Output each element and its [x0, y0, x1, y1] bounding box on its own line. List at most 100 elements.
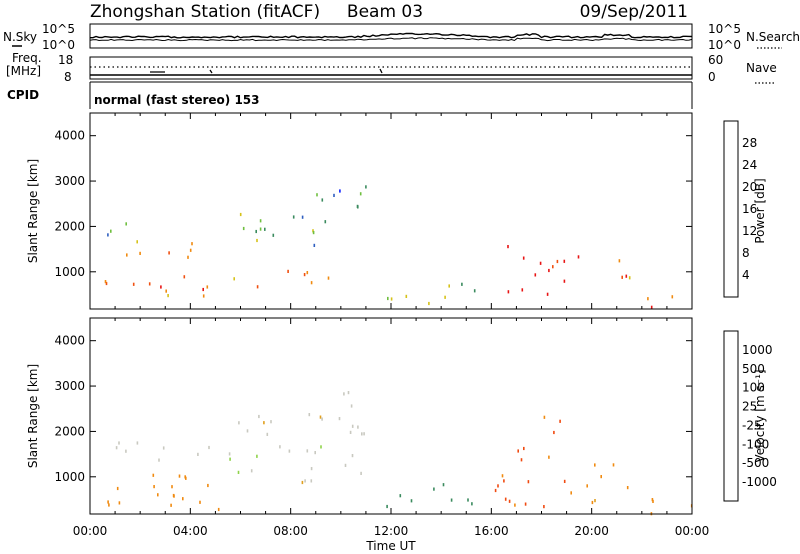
data-cell	[126, 253, 128, 257]
data-cell	[320, 445, 322, 449]
noise-panel: N.Sky 10^5 10^0 10^5 10^0 N.Search	[3, 22, 800, 52]
data-cell	[390, 297, 393, 301]
data-cell	[270, 420, 272, 424]
data-cell	[191, 242, 193, 246]
data-cell	[652, 499, 654, 503]
data-cell	[350, 404, 353, 408]
data-cell	[448, 284, 450, 288]
data-cell	[625, 274, 628, 278]
data-cell	[171, 485, 173, 489]
data-cell	[524, 502, 527, 506]
data-cell	[577, 255, 580, 259]
data-cell	[508, 499, 511, 503]
data-cell	[594, 499, 596, 503]
data-cell	[229, 457, 231, 461]
data-cell	[461, 282, 463, 286]
data-cell	[327, 276, 330, 280]
data-cell	[347, 391, 350, 395]
velocity-colorbar-tick: 100	[742, 381, 765, 395]
data-cell	[256, 238, 258, 243]
data-cell	[467, 498, 469, 502]
data-cell	[116, 486, 119, 491]
data-cell	[168, 251, 170, 255]
data-cell	[199, 500, 201, 504]
power-panel: 1000 2000 3000 4000 Slant Range [km] 4 8 12 16…	[26, 112, 767, 310]
noise-right-tick-high: 10^5	[708, 22, 741, 36]
power-colorbar-tick: 8	[742, 246, 750, 260]
data-cell	[628, 276, 631, 280]
data-cell	[523, 446, 525, 451]
data-cell	[183, 275, 186, 279]
data-cell	[351, 454, 354, 458]
data-cell	[312, 231, 315, 235]
data-cell	[173, 494, 175, 498]
x-tick-label: 00:00	[675, 524, 710, 538]
data-cell	[312, 229, 314, 233]
data-cell	[671, 295, 674, 299]
data-cell	[552, 265, 554, 269]
time-axis-label: Time UT	[365, 539, 416, 553]
data-cell	[108, 503, 110, 507]
data-cell	[306, 271, 309, 275]
station-title: Zhongshan Station (fitACF)	[90, 2, 320, 22]
data-cell	[343, 392, 345, 396]
nave-tick-low: 0	[708, 70, 716, 84]
data-cell	[563, 279, 566, 283]
y-tick-label: 2000	[54, 219, 85, 233]
data-cell	[259, 227, 262, 231]
data-cell	[263, 421, 265, 425]
data-cell	[359, 192, 362, 196]
data-cell	[242, 226, 245, 231]
x-tick-label: 12:00	[374, 524, 409, 538]
data-cell	[259, 219, 262, 223]
power-colorbar-tick: 24	[742, 158, 757, 172]
data-cell	[351, 424, 354, 428]
data-cell	[157, 493, 159, 497]
data-cell	[170, 503, 172, 507]
data-cell	[160, 285, 162, 289]
data-cell	[360, 471, 362, 475]
data-cell	[559, 419, 561, 423]
data-cell	[361, 432, 363, 436]
data-cell	[321, 198, 324, 202]
data-cell	[178, 474, 181, 478]
velocity-colorbar-tick: -100	[742, 437, 769, 451]
data-cell	[520, 458, 523, 462]
data-cell	[387, 296, 389, 301]
data-cell	[450, 498, 453, 502]
data-cell	[586, 484, 588, 488]
velocity-colorbar-label: Velocity [m s⁻¹]	[753, 369, 767, 462]
data-cell	[357, 425, 359, 429]
data-cell	[618, 259, 621, 263]
noise-search-label: N.Search	[746, 30, 800, 44]
data-cell	[189, 248, 192, 252]
data-cell	[316, 193, 318, 197]
velocity-ylabel: Slant Range [km]	[26, 364, 40, 468]
noise-sky-label: N.Sky	[3, 30, 37, 44]
data-cell	[256, 285, 259, 289]
data-cell	[310, 467, 313, 471]
y-tick-label: 4000	[54, 129, 85, 143]
data-cell	[591, 500, 594, 505]
noise-right-tick-low: 10^0	[708, 38, 741, 52]
data-cell	[507, 245, 509, 249]
noise-left-tick-low: 10^0	[42, 38, 75, 52]
y-tick-label: 1000	[54, 470, 85, 484]
power-ylabel: Slant Range [km]	[26, 159, 40, 263]
velocity-data-cells	[107, 391, 693, 516]
x-tick-label: 16:00	[474, 524, 509, 538]
data-cell	[139, 251, 141, 255]
data-cell	[600, 475, 602, 479]
data-cell	[501, 474, 504, 478]
velocity-colorbar-tick: -1000	[742, 475, 777, 489]
data-cell	[202, 287, 204, 292]
data-cell	[237, 470, 240, 474]
data-cell	[246, 429, 249, 433]
data-cell	[517, 449, 519, 453]
data-cell	[349, 430, 352, 434]
data-cell	[548, 455, 550, 459]
data-cell	[206, 285, 209, 289]
data-cell	[148, 282, 151, 286]
frequency-panel: Freq. [MHz] 18 8 60 0 Nave	[6, 51, 777, 84]
data-cell	[105, 281, 108, 286]
